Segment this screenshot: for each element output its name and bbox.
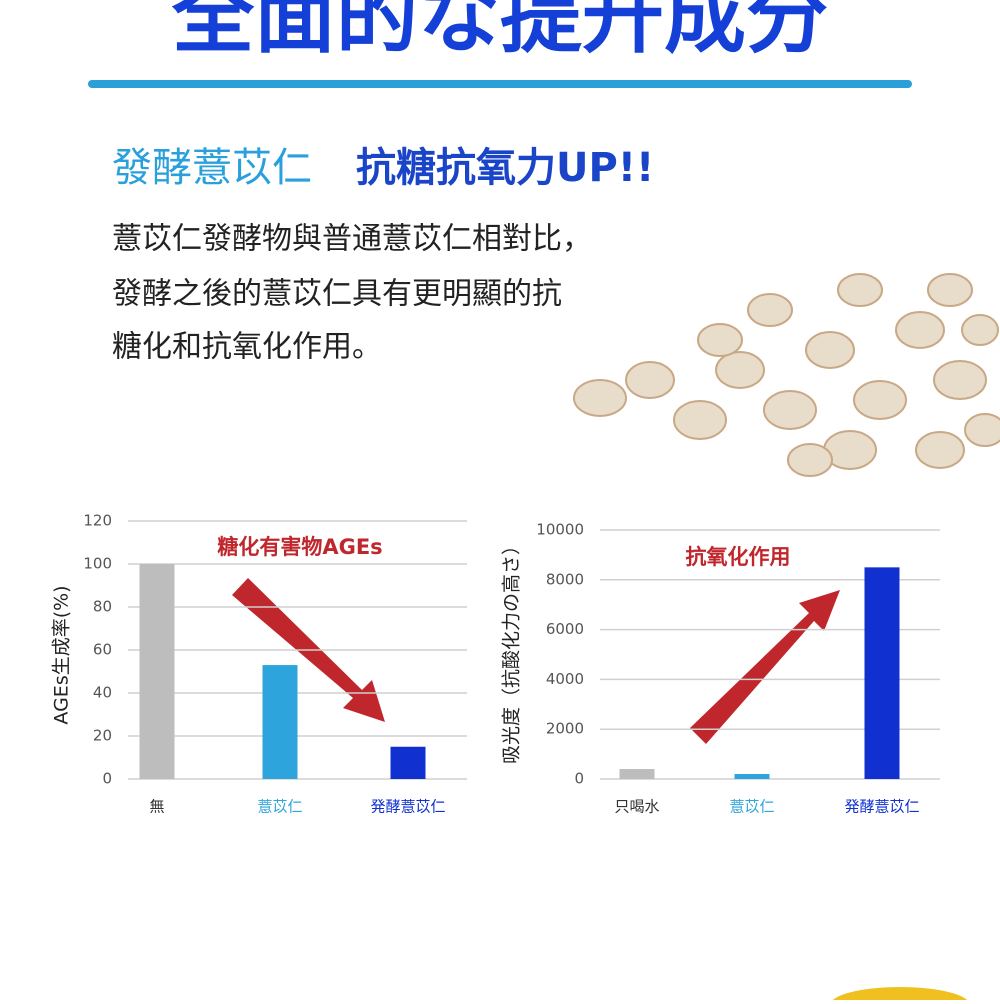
intro-line: 發酵之後的薏苡仁具有更明顯的抗: [112, 277, 562, 312]
chart-annotation: 糖化有害物AGEs: [217, 535, 382, 559]
y-tick-label: 120: [83, 512, 112, 530]
grain-illustration: [573, 273, 1000, 477]
bar: [390, 746, 426, 779]
x-tick-label: 只喝水: [614, 798, 659, 816]
bar: [864, 567, 900, 779]
intro-line: 薏苡仁發酵物與普通薏苡仁相對比，: [112, 222, 592, 257]
y-tick-label: 80: [93, 598, 112, 616]
y-tick-label: 6000: [546, 620, 584, 638]
y-tick-label: 0: [574, 770, 584, 788]
y-tick-label: 0: [102, 770, 112, 788]
y-tick-label: 60: [93, 641, 112, 659]
bar: [619, 769, 655, 779]
intro-line: 糖化和抗氧化作用。: [112, 330, 382, 365]
x-tick-label: 発酵薏苡仁: [370, 798, 445, 816]
title-underline: [88, 80, 912, 88]
subtitle-lead: 發酵薏苡仁: [112, 145, 312, 191]
y-axis-label: AGEs生成率(%): [51, 585, 73, 724]
bar: [262, 665, 298, 779]
y-tick-label: 20: [93, 727, 112, 745]
y-tick-label: 2000: [546, 720, 584, 738]
bar: [139, 564, 175, 779]
x-tick-label: 発酵薏苡仁: [844, 798, 919, 816]
x-tick-label: 無: [149, 798, 164, 816]
y-tick-label: 10000: [536, 521, 584, 539]
trend-arrow: [690, 590, 840, 744]
chart-annotation: 抗氧化作用: [686, 545, 791, 569]
page-title: 全面的な提升成分: [171, 0, 828, 64]
y-tick-label: 40: [93, 684, 112, 702]
x-tick-label: 薏苡仁: [257, 798, 302, 816]
corn-decoration: [830, 987, 970, 1004]
y-axis-label: 吸光度（抗酸化力の高さ）: [501, 536, 523, 764]
y-tick-label: 8000: [546, 570, 584, 588]
y-tick-label: 4000: [546, 670, 584, 688]
bar: [734, 774, 770, 779]
x-tick-label: 薏苡仁: [729, 798, 774, 816]
subtitle-emphasis: 抗糖抗氧力UP!!: [356, 145, 654, 191]
y-tick-label: 100: [83, 555, 112, 573]
